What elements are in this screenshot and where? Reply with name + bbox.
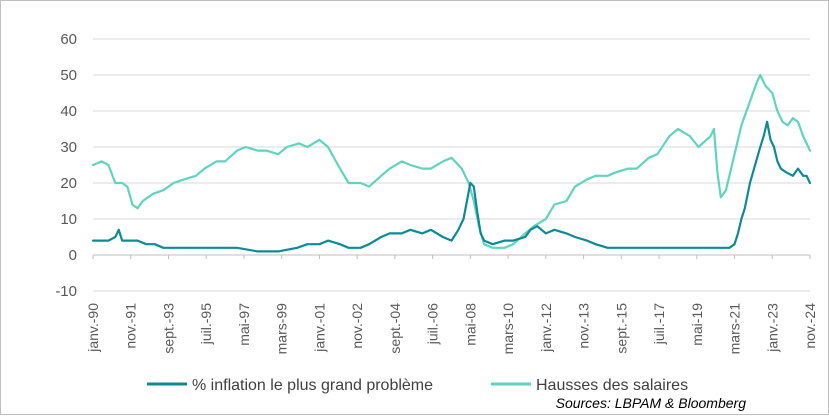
x-tick-label: mars-21 [727, 303, 743, 355]
x-tick-label: nov.-02 [349, 303, 365, 349]
x-axis-ticks: janv.-90 nov.-91 sept.-93 juil.-95 mai-97 mar… [85, 255, 818, 354]
x-tick-label: nov.-24 [802, 303, 818, 349]
legend-label-inflation: % inflation le plus grand problème [192, 377, 433, 394]
y-tick-label: 50 [60, 67, 77, 84]
y-tick-label: 30 [60, 139, 77, 156]
x-tick-label: janv.-23 [764, 303, 780, 353]
x-tick-label: sept.-15 [613, 303, 629, 354]
x-tick-label: janv.-01 [311, 303, 327, 353]
legend-label-wages: Hausses des salaires [536, 377, 688, 394]
series-line-inflation [91, 120, 812, 253]
x-tick-label: mars-10 [500, 303, 516, 355]
x-tick-label: janv.-12 [538, 303, 554, 353]
gridlines [93, 38, 810, 292]
x-tick-label: nov.-13 [576, 303, 592, 349]
y-tick-label: 20 [60, 175, 77, 192]
x-tick-label: mai-97 [236, 303, 252, 346]
x-tick-label: janv.-90 [85, 303, 101, 353]
y-tick-label: -10 [55, 283, 77, 300]
y-tick-label: 60 [60, 31, 77, 48]
legend: % inflation le plus grand problème Hauss… [147, 377, 688, 394]
x-tick-label: sept.-93 [160, 303, 176, 354]
source-note: Sources: LBPAM & Bloomberg [556, 395, 747, 411]
y-tick-label: 10 [60, 211, 77, 228]
y-tick-label: 40 [60, 103, 77, 120]
x-tick-label: juil.-06 [425, 303, 441, 345]
series-lines [91, 73, 812, 253]
x-tick-label: nov.-91 [123, 303, 139, 349]
x-tick-label: sept.-04 [387, 303, 403, 354]
x-tick-label: mars-99 [274, 303, 290, 355]
x-tick-label: juil.-95 [198, 303, 214, 345]
x-tick-label: mai-19 [689, 303, 705, 346]
x-tick-label: juil.-17 [651, 303, 667, 345]
series-line-wages [91, 73, 812, 249]
y-axis-ticks: 60 50 40 30 20 10 0 -10 [55, 31, 77, 300]
y-tick-label: 0 [69, 247, 77, 264]
x-tick-label: mai-08 [462, 303, 478, 346]
